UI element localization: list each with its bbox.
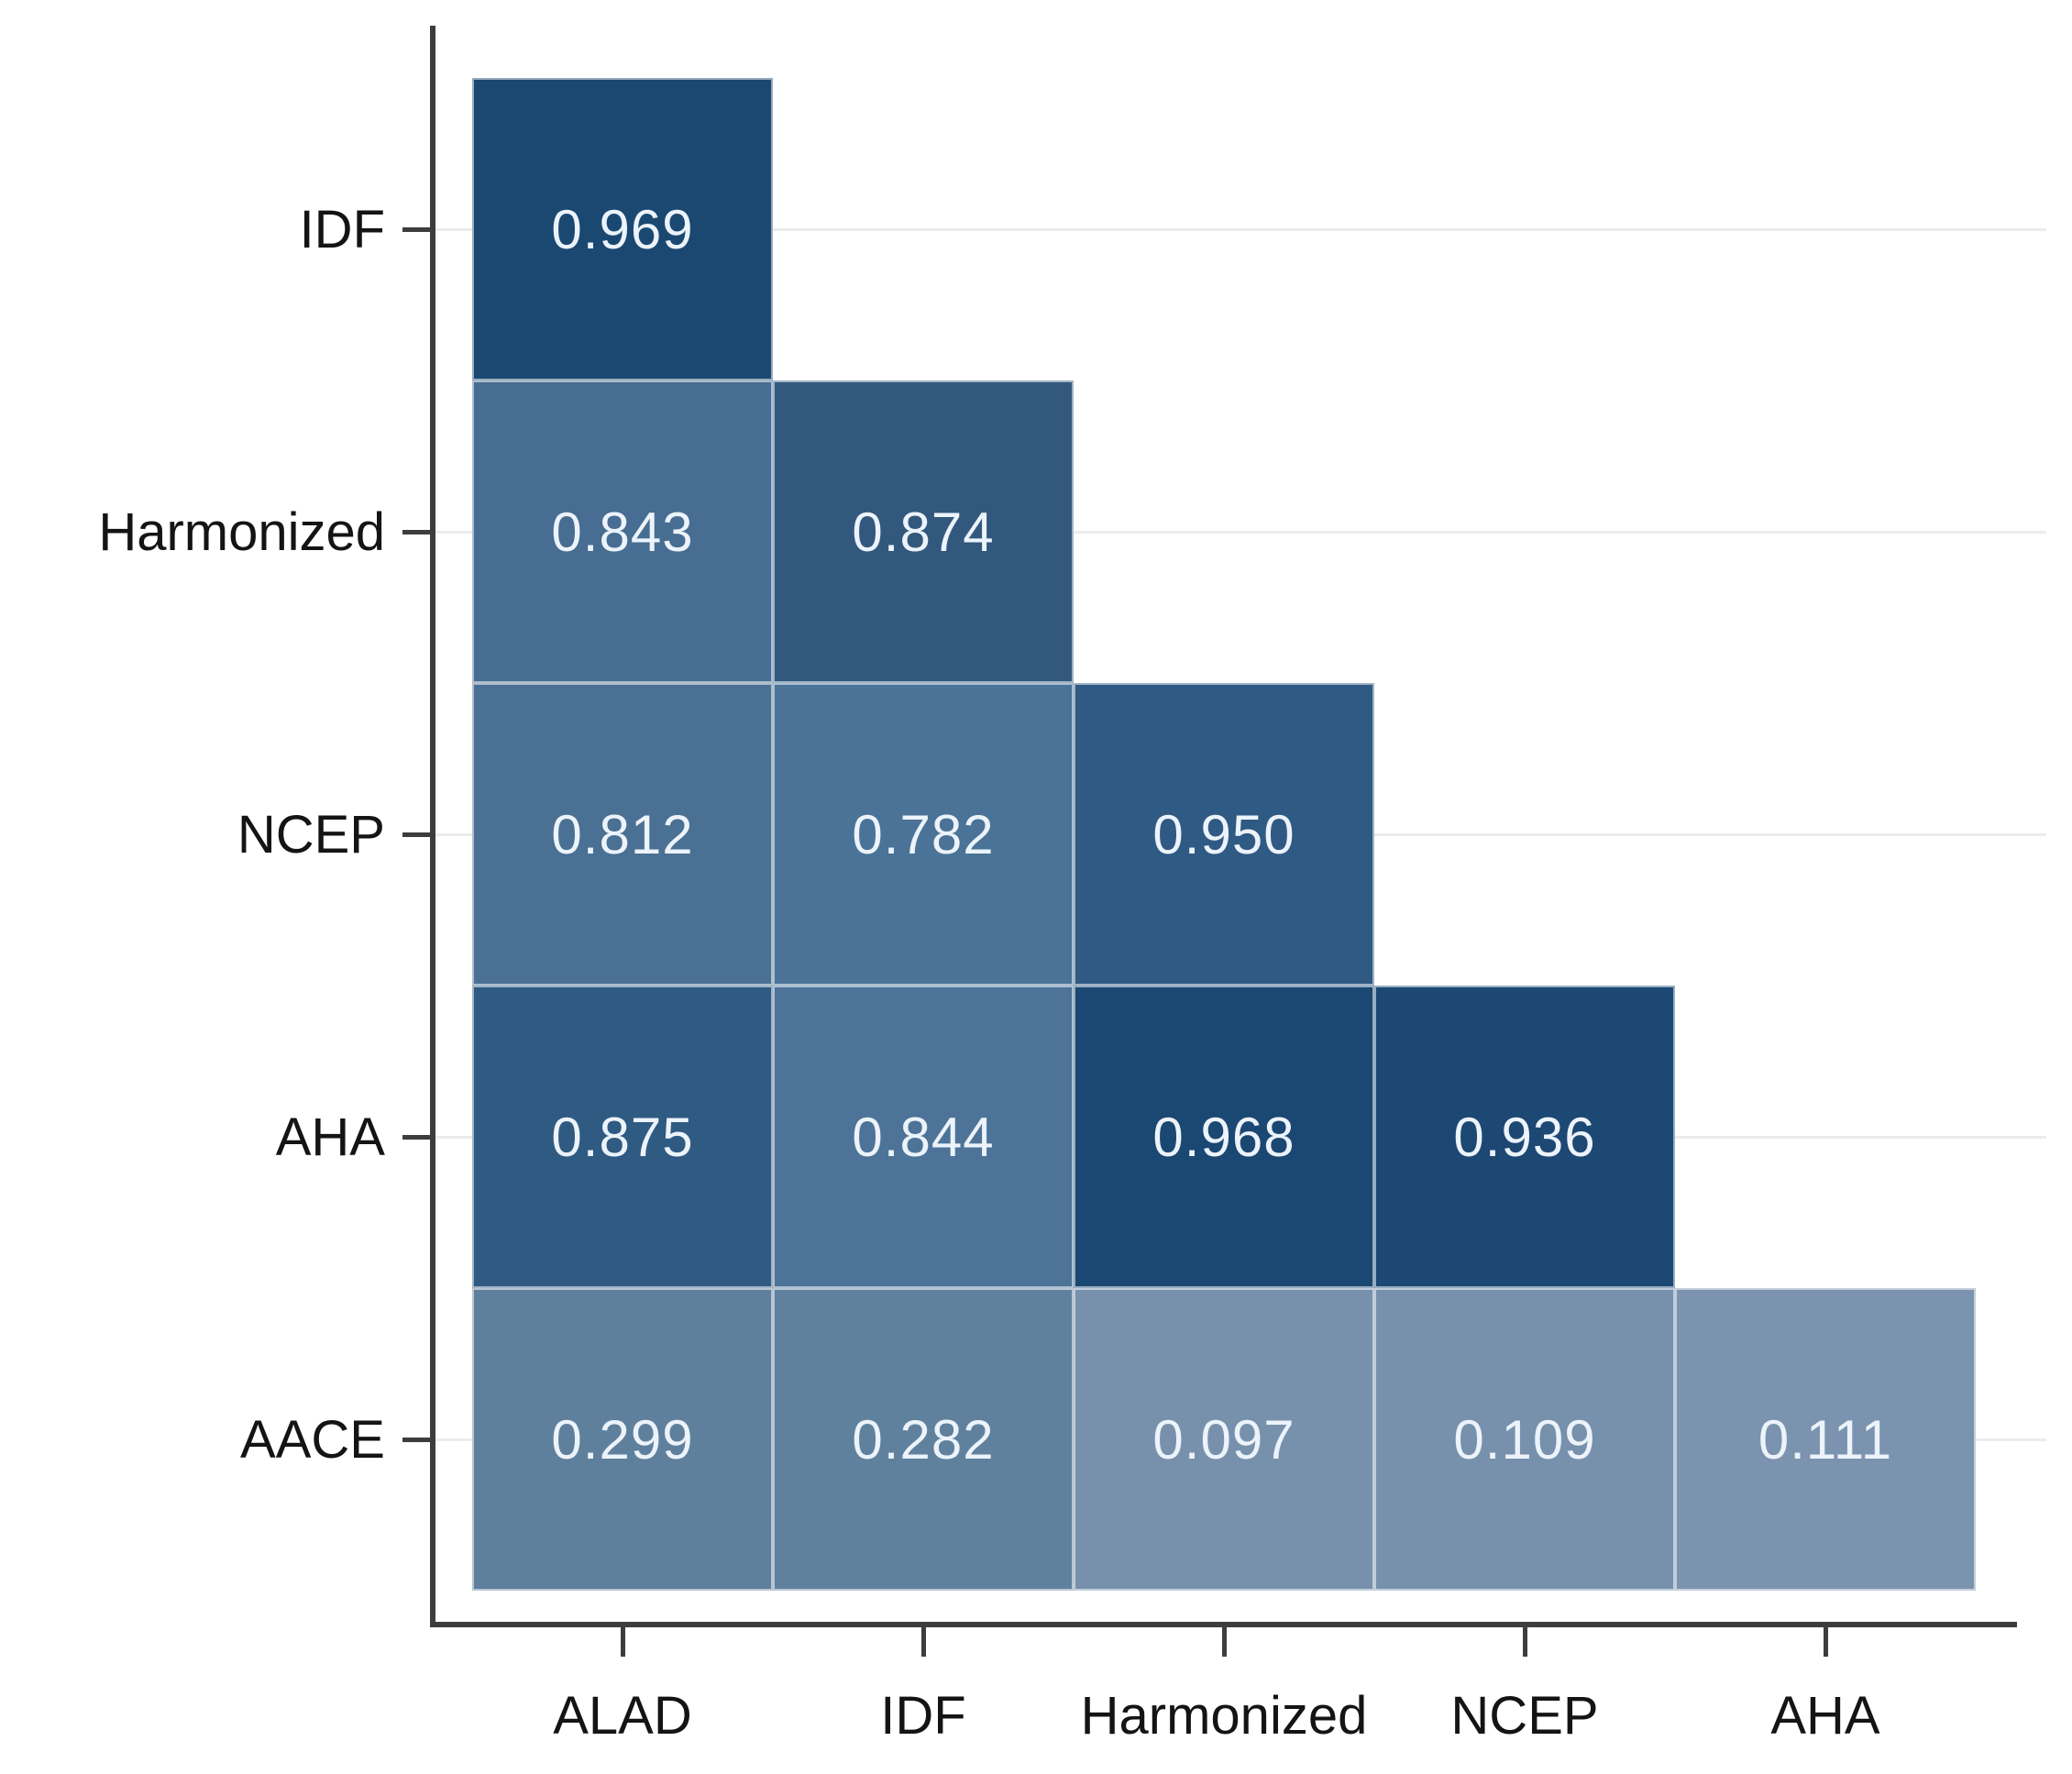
cell-value-label: 0.843 xyxy=(551,501,694,563)
y-tick xyxy=(402,529,430,534)
heatmap-cell: 0.969 xyxy=(472,78,773,380)
cell-value-label: 0.782 xyxy=(852,803,995,865)
x-tick xyxy=(920,1627,926,1657)
heatmap-cell: 0.843 xyxy=(472,380,773,683)
y-tick xyxy=(402,832,430,837)
cell-value-label: 0.950 xyxy=(1152,803,1295,865)
x-axis-label: ALAD xyxy=(553,1686,692,1746)
y-axis-label: AHA xyxy=(275,1107,385,1167)
x-tick xyxy=(1221,1627,1227,1657)
heatmap-cell: 0.282 xyxy=(773,1288,1074,1591)
cell-value-label: 0.844 xyxy=(852,1106,995,1168)
y-axis-label: NCEP xyxy=(237,804,385,865)
heatmap-cell: 0.968 xyxy=(1074,986,1374,1288)
cell-value-label: 0.097 xyxy=(1152,1408,1295,1471)
cell-value-label: 0.111 xyxy=(1758,1408,1893,1471)
y-tick xyxy=(402,1437,430,1442)
x-axis-label: NCEP xyxy=(1450,1686,1599,1746)
x-tick xyxy=(1522,1627,1527,1657)
y-axis-label: Harmonized xyxy=(98,501,385,562)
x-axis-line xyxy=(430,1622,2017,1627)
y-axis-line xyxy=(430,26,435,1627)
gridline xyxy=(435,531,2046,534)
x-axis-label: IDF xyxy=(880,1686,966,1746)
cell-value-label: 0.282 xyxy=(852,1408,995,1471)
cell-value-label: 0.299 xyxy=(551,1408,694,1471)
heatmap-cell: 0.936 xyxy=(1374,986,1675,1288)
cell-value-label: 0.969 xyxy=(551,198,694,260)
heatmap-cell: 0.109 xyxy=(1374,1288,1675,1591)
heatmap-cell: 0.812 xyxy=(472,683,773,986)
cell-value-label: 0.968 xyxy=(1152,1106,1295,1168)
heatmap-cell: 0.299 xyxy=(472,1288,773,1591)
heatmap-cell: 0.950 xyxy=(1074,683,1374,986)
heatmap-cell: 0.111 xyxy=(1675,1288,1976,1591)
cell-value-label: 0.875 xyxy=(551,1106,694,1168)
cell-value-label: 0.812 xyxy=(551,803,694,865)
y-tick xyxy=(402,1134,430,1140)
x-axis-label: Harmonized xyxy=(1080,1686,1368,1746)
cell-value-label: 0.936 xyxy=(1453,1106,1596,1168)
heatmap-cell: 0.875 xyxy=(472,986,773,1288)
heatmap-cell: 0.782 xyxy=(773,683,1074,986)
x-tick xyxy=(620,1627,625,1657)
gridline xyxy=(435,228,2046,231)
x-axis-label: AHA xyxy=(1770,1686,1880,1746)
heatmap-cell: 0.844 xyxy=(773,986,1074,1288)
cell-value-label: 0.874 xyxy=(852,501,995,563)
cell-value-label: 0.109 xyxy=(1453,1408,1596,1471)
heatmap-cell: 0.097 xyxy=(1074,1288,1374,1591)
y-axis-label: AACE xyxy=(240,1409,385,1470)
heatmap-cell: 0.874 xyxy=(773,380,1074,683)
x-tick xyxy=(1823,1627,1828,1657)
y-tick xyxy=(402,226,430,232)
y-axis-label: IDF xyxy=(299,199,385,259)
